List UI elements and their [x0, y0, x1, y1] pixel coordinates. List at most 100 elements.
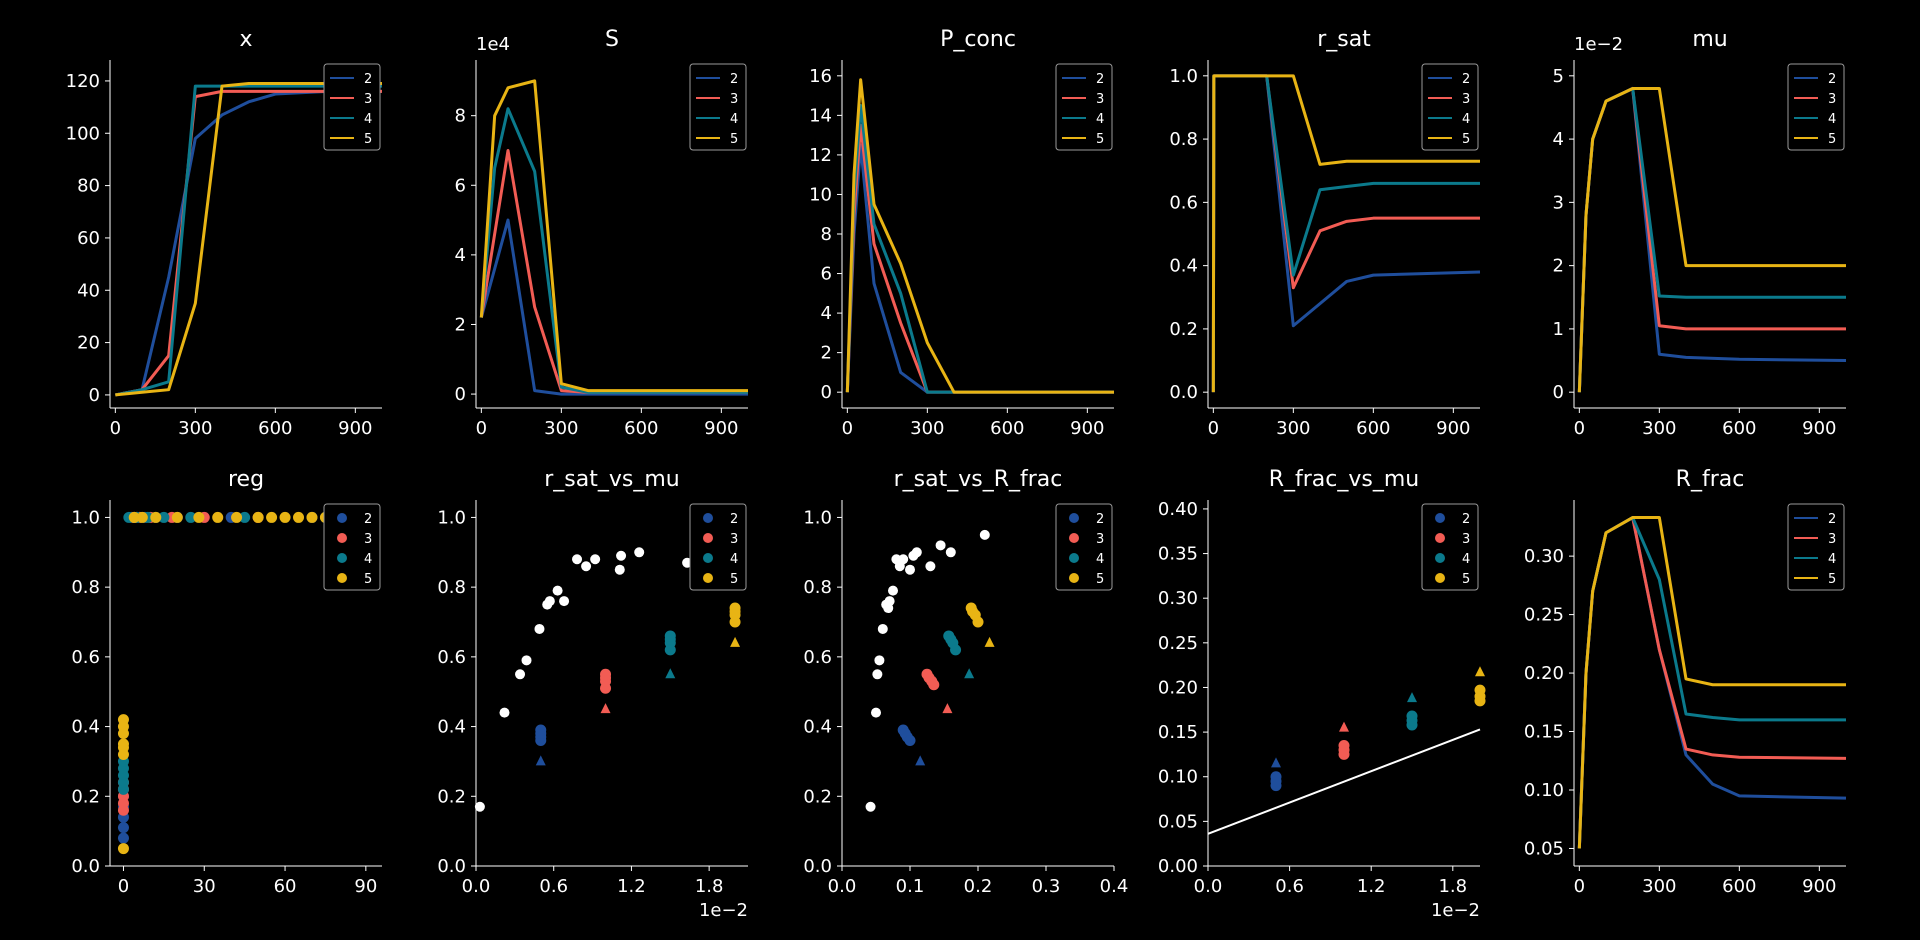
y-tick-label: 0.4	[1169, 256, 1198, 277]
series-point-4	[664, 630, 676, 642]
legend-frame	[323, 63, 381, 151]
x-tick-label: 0	[1208, 418, 1219, 439]
legend-label: 4	[730, 552, 738, 567]
y-tick-label: 60	[77, 228, 100, 249]
white-point	[871, 707, 881, 718]
subplot-S: S 0 300 600 900 0 2 4 6 8 1e4 2 3 4 5	[455, 27, 748, 439]
white-point	[872, 669, 883, 680]
chart-title: P_conc	[940, 27, 1016, 52]
series-line-5	[115, 82, 382, 397]
legend-swatch-3	[703, 533, 713, 543]
white-point	[935, 540, 946, 551]
y-tick-label: 0.05	[1158, 811, 1198, 832]
x-tick-label: 900	[1802, 876, 1836, 897]
y-tick-label: 6	[821, 264, 832, 285]
y-tick-label: 0.15	[1524, 722, 1564, 743]
legend: 2 3 4 5	[689, 63, 747, 151]
x-tick-label: 1.2	[1357, 876, 1386, 897]
series-point-2	[1270, 771, 1282, 783]
y-tick-label: 0.2	[71, 786, 100, 807]
plot-marks	[1577, 516, 1847, 849]
x-tick-label: 300	[1276, 418, 1310, 439]
series-point-5	[266, 511, 278, 523]
x-tick-label: 600	[1722, 418, 1756, 439]
y-tick-label: 4	[821, 303, 832, 324]
white-point	[559, 596, 570, 607]
series-point-5	[150, 511, 162, 523]
legend-label: 3	[1828, 532, 1836, 547]
legend-swatch-4	[1069, 553, 1079, 563]
legend-frame	[1421, 63, 1479, 151]
legend: 2 3 4 5	[323, 503, 381, 591]
y-tick-label: 0.10	[1158, 767, 1198, 788]
series-triangle-2	[915, 755, 926, 766]
series-point-5	[252, 511, 264, 523]
y-tick-label: 0	[89, 385, 100, 406]
x-tick-label: 0	[118, 876, 129, 897]
legend-swatch-2	[1069, 513, 1079, 523]
y-tick-label: 2	[821, 343, 832, 364]
y-tick-label: 5	[1553, 66, 1564, 87]
white-point	[898, 554, 909, 565]
y-tick-label: 8	[455, 106, 466, 127]
white-point	[911, 547, 922, 558]
plot-marks	[1211, 74, 1481, 393]
series-point-5	[306, 511, 318, 523]
series-point-3	[928, 679, 940, 691]
x-tick-label: 600	[990, 418, 1024, 439]
series-point-4	[1406, 710, 1418, 722]
axis-offset-label: 1e4	[476, 34, 510, 55]
x-tick-label: 300	[910, 418, 944, 439]
y-tick-label: 1.0	[1169, 66, 1198, 87]
y-tick-label: 0.6	[803, 647, 832, 668]
y-tick-label: 0.25	[1158, 633, 1198, 654]
chart-title: S	[605, 27, 619, 52]
series-point-2	[117, 822, 129, 834]
x-tick-label: 900	[1802, 418, 1836, 439]
plot-marks	[1577, 86, 1847, 393]
y-tick-label: 10	[809, 184, 832, 205]
plot-marks	[474, 536, 741, 812]
y-tick-label: 0.4	[437, 717, 466, 738]
white-point	[590, 554, 601, 565]
subplot-x: x 0 300 600 900 0 20 40 60 80 100 120 2 3 4 5	[66, 27, 382, 439]
white-point	[572, 554, 583, 565]
legend-label: 2	[1462, 72, 1470, 87]
y-tick-label: 0.35	[1158, 544, 1198, 565]
series-triangle-4	[665, 668, 676, 679]
series-point-5	[117, 843, 129, 855]
series-point-5	[729, 602, 741, 614]
y-tick-label: 0.10	[1524, 780, 1564, 801]
legend-frame	[323, 503, 381, 591]
legend-frame	[1787, 63, 1845, 151]
y-tick-label: 0	[821, 382, 832, 403]
white-point	[521, 655, 532, 666]
x-tick-label: 1.8	[695, 876, 724, 897]
legend-label: 3	[730, 532, 738, 547]
chart-title: r_sat	[1317, 27, 1371, 52]
legend: 2 3 4 5	[1421, 63, 1479, 151]
y-tick-label: 0.0	[71, 856, 100, 877]
y-tick-label: 0.15	[1158, 722, 1198, 743]
legend-label: 3	[1462, 92, 1470, 107]
legend: 2 3 4 5	[1787, 503, 1845, 591]
series-point-4	[239, 511, 251, 523]
legend-label: 3	[730, 92, 738, 107]
axis-offset-label: 1e−2	[1574, 34, 1623, 55]
legend-frame	[1055, 63, 1113, 151]
y-tick-label: 0.00	[1158, 856, 1198, 877]
x-tick-label: 300	[544, 418, 578, 439]
x-tick-label: 600	[1722, 876, 1756, 897]
x-tick-label: 1.2	[617, 876, 646, 897]
series-point-5	[117, 741, 129, 753]
legend: 2 3 4 5	[1787, 63, 1845, 151]
y-tick-label: 1.0	[803, 507, 832, 528]
white-point	[884, 596, 895, 607]
series-point-4	[950, 644, 962, 656]
legend-label: 2	[730, 72, 738, 87]
legend-label: 5	[1096, 132, 1104, 147]
x-tick-label: 900	[704, 418, 738, 439]
subplot-R_frac_vs_mu: R_frac_vs_mu 0.0 0.6 1.2 1.8 0.00 0.05 0.10 0.15…	[1158, 467, 1486, 921]
plot-marks	[1207, 666, 1486, 835]
